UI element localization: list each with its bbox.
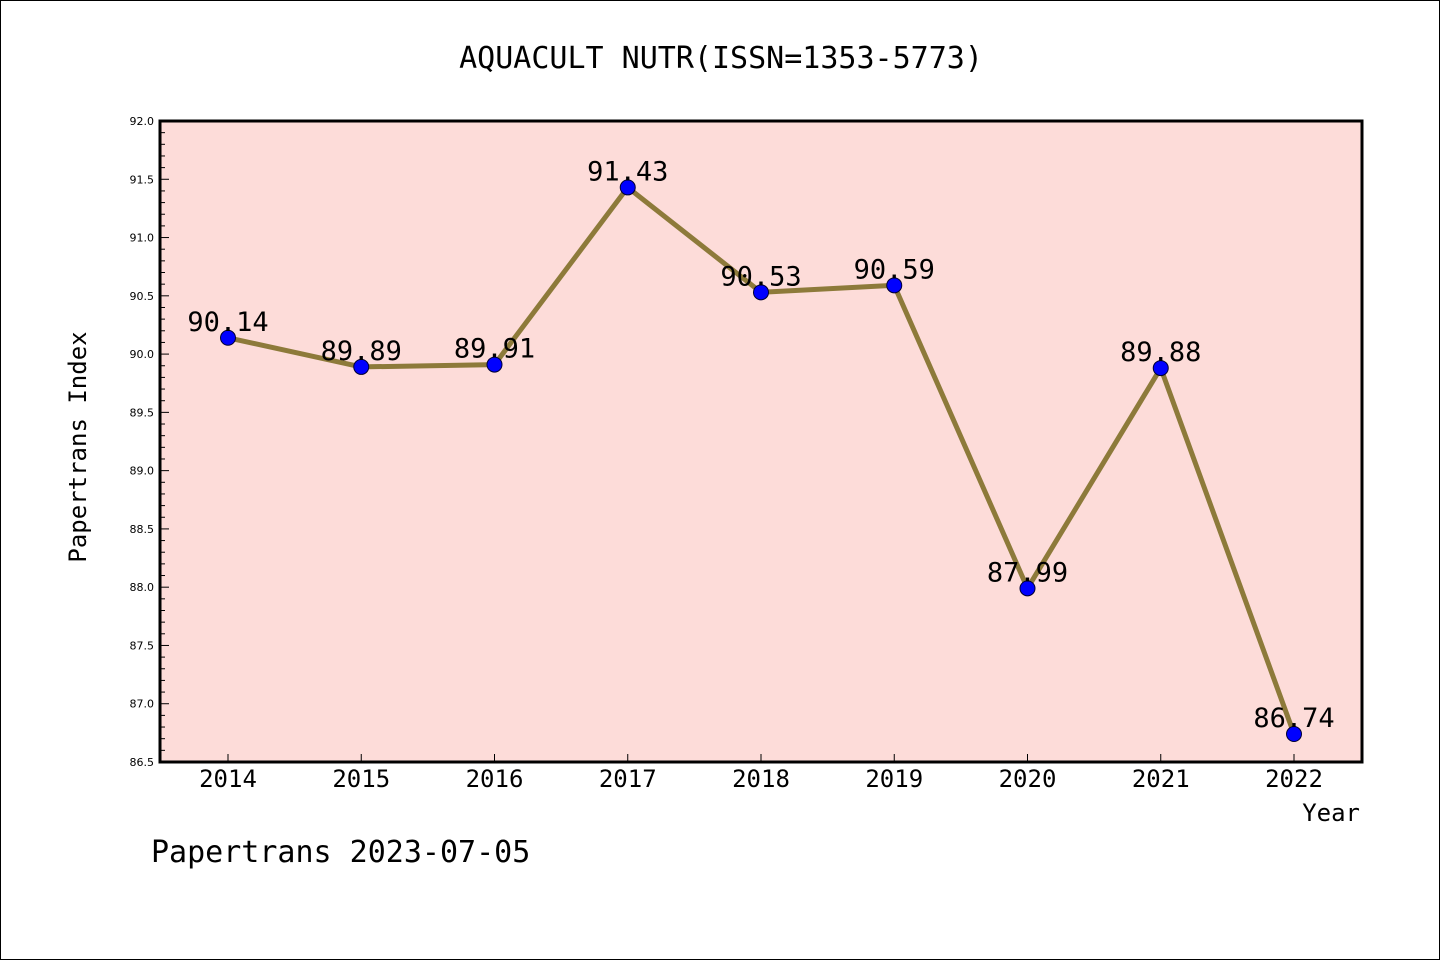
data-labels: 90.14 89.89 89.91 91.43 90.53 90.59 87.99 89.88…: [187, 156, 1334, 734]
x-tick-label: 2019: [865, 765, 923, 793]
data-point: [353, 358, 370, 375]
data-point: [753, 284, 769, 301]
x-tick-label: 2016: [466, 765, 524, 793]
y-tick-label: 90.0: [130, 348, 155, 361]
y-tick-label: 88.5: [130, 523, 155, 536]
y-tick-label: 88.0: [130, 581, 155, 594]
x-axis-ticks: 2014 2015 2016 2017 2018 2019 2020 2021 2022: [199, 754, 1323, 793]
data-label: 89.89: [321, 336, 402, 367]
data-label: 91.43: [587, 156, 668, 187]
data-label: 90.53: [720, 261, 801, 292]
data-label: 86.74: [1253, 703, 1334, 734]
y-tick-label: 87.0: [130, 698, 155, 711]
x-tick-label: 2017: [599, 765, 657, 793]
data-label: 90.14: [187, 307, 268, 338]
x-tick-label: 2022: [1265, 765, 1323, 793]
y-axis-ticks: 86.5 87.0 87.5 88.0 88.5 89.0 89.5 90.0 90.5 91.0…: [130, 115, 169, 769]
y-tick-label: 90.5: [130, 290, 155, 303]
y-tick-label: 89.0: [130, 465, 155, 478]
chart-title: AQUACULT NUTR(ISSN=1353-5773): [459, 41, 983, 76]
data-point: [619, 179, 636, 196]
data-point: [220, 329, 236, 346]
plot-area: [158, 119, 1364, 764]
x-axis-label: Year: [1302, 799, 1360, 827]
x-tick-label: 2015: [332, 765, 390, 793]
x-tick-label: 2020: [999, 765, 1057, 793]
data-label: 87.99: [987, 557, 1068, 588]
y-tick-label: 92.0: [130, 115, 155, 128]
data-label: 89.88: [1120, 337, 1201, 368]
data-point: [1286, 726, 1302, 743]
y-tick-label: 86.5: [130, 756, 155, 769]
y-tick-label: 91.0: [130, 232, 155, 245]
footer-source-date: Papertrans 2023-07-05: [151, 835, 531, 870]
data-markers: [220, 179, 1302, 743]
y-tick-label: 87.5: [130, 639, 155, 652]
x-tick-label: 2021: [1132, 765, 1190, 793]
y-tick-label: 91.5: [130, 173, 155, 186]
data-label: 90.59: [854, 254, 935, 285]
data-label: 89.91: [454, 334, 535, 365]
x-tick-label: 2014: [199, 765, 257, 793]
data-point: [1019, 580, 1036, 597]
y-tick-label: 89.5: [130, 406, 155, 419]
data-point: [1152, 360, 1169, 377]
data-point: [486, 356, 503, 373]
y-axis-label: Papertrans Index: [64, 331, 92, 562]
data-point: [886, 277, 903, 294]
x-tick-label: 2018: [732, 765, 790, 793]
